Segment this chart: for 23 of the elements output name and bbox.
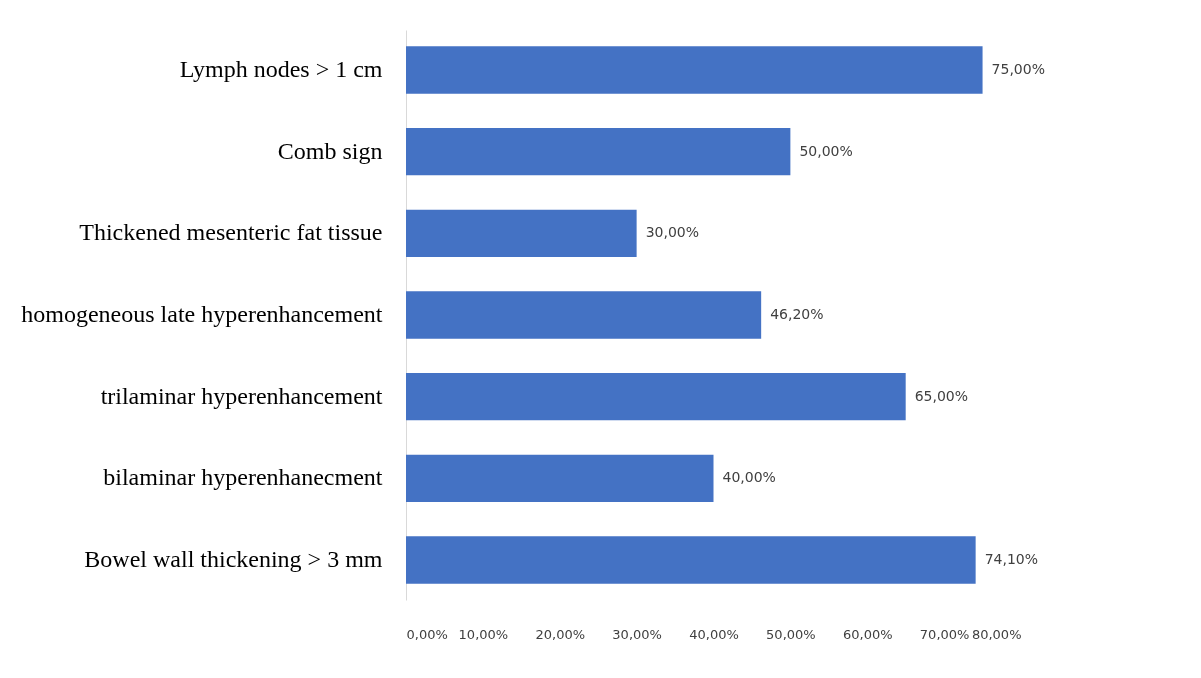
data-label: 40,00%: [722, 469, 776, 486]
data-label: 75,00%: [991, 61, 1045, 78]
y-tick-label: Thickened mesenteric fat tissue: [79, 219, 383, 246]
x-tick-label: 70,00%: [919, 626, 970, 642]
y-tick-label: Lymph nodes > 1 cm: [179, 56, 383, 83]
y-tick-label: Bowel wall thickening > 3 mm: [84, 545, 383, 572]
x-tick-label: 80,00%: [971, 626, 1022, 642]
x-tick-label: 10,00%: [458, 626, 509, 642]
data-label: 46,20%: [770, 306, 824, 322]
data-label: 30,00%: [645, 224, 700, 241]
x-tick-label: 30,00%: [612, 626, 662, 642]
y-tick-label: bilaminar hyperenhanecment: [103, 464, 383, 491]
data-label: 50,00%: [799, 142, 853, 159]
x-tick-label: 40,00%: [689, 626, 739, 642]
y-tick-label: homogeneous late hyperenhancement: [21, 301, 383, 327]
x-tick-label: 50,00%: [766, 626, 816, 642]
data-label: 65,00%: [914, 387, 969, 404]
x-tick-label: 20,00%: [535, 626, 586, 642]
y-tick-label: trilaminar hyperenhancement: [100, 382, 383, 409]
x-tick-label: 60,00%: [842, 626, 893, 642]
y-tick-label: Comb sign: [277, 137, 383, 164]
x-tick-label: 0,00%: [406, 626, 448, 642]
data-label: 74,10%: [984, 550, 1039, 567]
